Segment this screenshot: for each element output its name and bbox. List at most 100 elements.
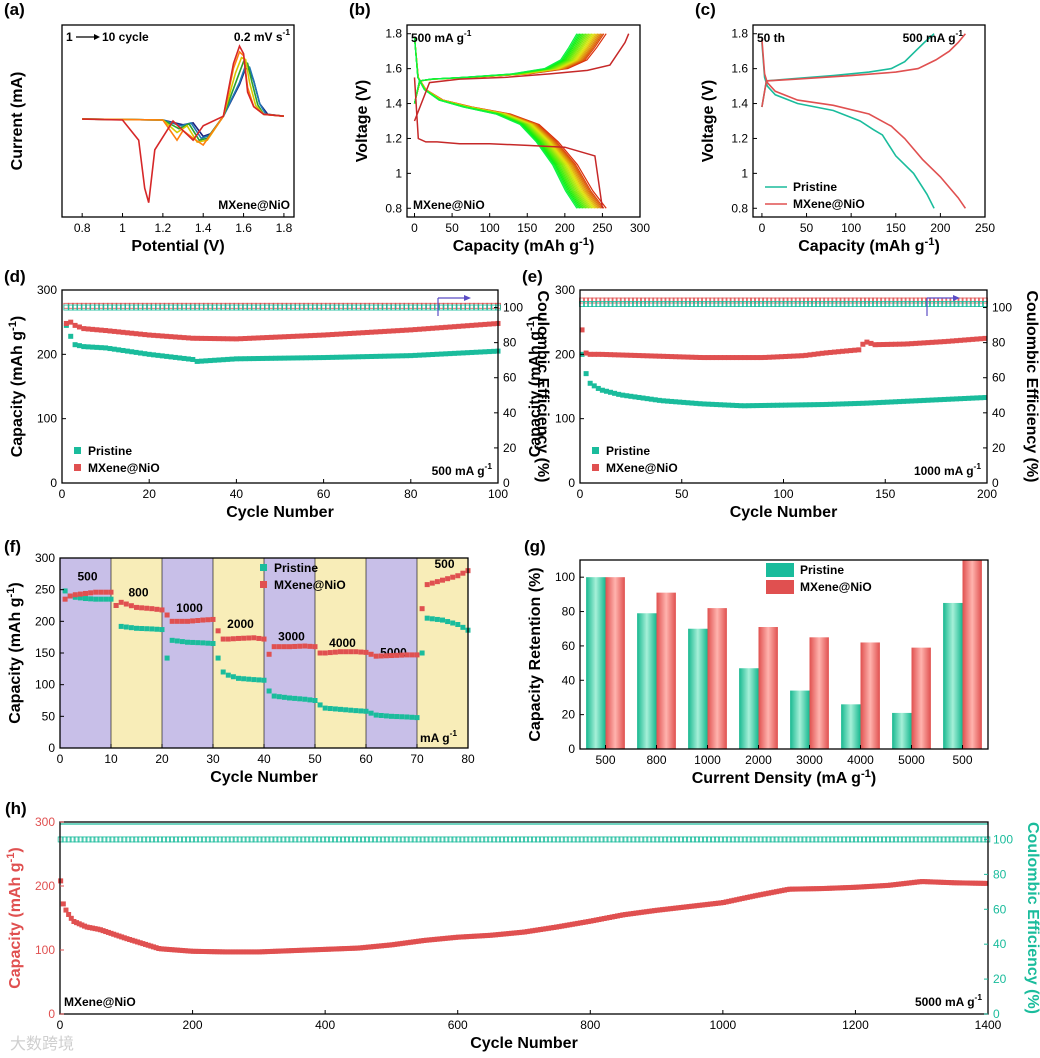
capacity-point [296, 947, 302, 953]
rate-point [185, 618, 190, 624]
capacity-point [872, 400, 878, 406]
ce-point [467, 836, 474, 843]
ce-point [416, 304, 423, 311]
rate-point [220, 636, 226, 642]
capacity-point [360, 354, 366, 360]
ce-point [120, 304, 126, 311]
capacity-point [787, 402, 793, 408]
ce-point [773, 836, 780, 843]
capacity-point [620, 392, 626, 398]
ce-point [511, 836, 517, 843]
capacity-point [721, 355, 727, 361]
ce-point [782, 301, 789, 307]
ce-point [368, 304, 375, 311]
ce-point [956, 836, 963, 843]
capacity-point [583, 350, 589, 356]
legend-swatch [74, 464, 81, 471]
capacity-point [762, 354, 768, 360]
rate-point [450, 574, 456, 580]
ce-point [336, 836, 342, 843]
capacity-point [630, 910, 636, 916]
ce-point [386, 304, 392, 311]
ce-point [344, 836, 350, 843]
capacity-point [884, 399, 890, 405]
capacity-point [835, 401, 841, 407]
rate-point [434, 579, 440, 585]
capacity-point [665, 353, 671, 359]
bar [841, 704, 861, 749]
ce-point [745, 836, 752, 843]
ce-point [948, 836, 955, 843]
arrow-head [94, 34, 100, 40]
capacity-point [524, 929, 530, 935]
ce-point [93, 836, 100, 843]
rate-point [307, 697, 313, 703]
rate-point [409, 652, 415, 658]
capacity-point [835, 885, 841, 891]
capacity-point [807, 402, 813, 408]
capacity-point [303, 355, 309, 361]
ce-point [364, 836, 370, 843]
capacity-point [656, 353, 662, 359]
capacity-point [953, 396, 959, 402]
capacity-point [677, 399, 683, 405]
ce-point [634, 836, 641, 843]
capacity-point [941, 879, 947, 885]
ce-point [912, 836, 919, 843]
x-tick-label: 1.6 [235, 221, 252, 235]
rate-point [174, 638, 180, 644]
capacity-point [778, 402, 784, 408]
rate-point [118, 623, 124, 629]
ce-point [737, 301, 744, 307]
capacity-point [312, 332, 318, 338]
ce-point [912, 297, 919, 304]
capacity-point [310, 947, 316, 953]
capacity-point [447, 324, 453, 330]
capacity-point [469, 933, 475, 939]
ce-point [172, 304, 179, 311]
capacity-point [941, 339, 947, 345]
capacity-point [257, 949, 263, 955]
capacity-point [599, 916, 605, 922]
ce-point [471, 836, 478, 843]
capacity-point [673, 354, 679, 360]
y-axis-title: Current (mA) [9, 72, 26, 171]
capacity-point [242, 336, 248, 342]
ce-point [93, 304, 100, 311]
ce-point [157, 836, 163, 843]
capacity-point [864, 400, 870, 406]
x-tick-label: 250 [975, 221, 995, 235]
ce-point [268, 304, 275, 311]
capacity-point [929, 397, 935, 403]
ce-point [802, 301, 809, 307]
capacity-point [799, 353, 805, 359]
rate-point [389, 653, 394, 659]
ce-point [411, 836, 418, 843]
capacity-point [143, 941, 149, 947]
ce-point [150, 304, 157, 311]
rate-point [154, 626, 160, 632]
ce-point [248, 836, 255, 843]
rate-point [241, 676, 247, 682]
capacity-point [270, 948, 276, 954]
capacity-point [399, 327, 405, 333]
ce-point [839, 301, 846, 307]
capacity-point [430, 351, 436, 357]
capacity-point [155, 333, 161, 339]
capacity-point [823, 350, 829, 356]
ce-point [224, 836, 231, 843]
capacity-point [72, 342, 78, 348]
rate-point [276, 644, 282, 650]
ce-point [648, 297, 655, 304]
x-tick-label: 20 [143, 487, 157, 501]
ce-point [463, 836, 470, 843]
capacity-point [591, 918, 597, 924]
capacity-point [491, 321, 497, 327]
rate-point [261, 677, 267, 683]
ce-point [778, 301, 785, 307]
rate-band [111, 558, 162, 748]
capacity-point [888, 882, 894, 888]
capacity-point [949, 396, 955, 402]
capacity-point [577, 920, 583, 926]
capacity-point [235, 949, 241, 955]
